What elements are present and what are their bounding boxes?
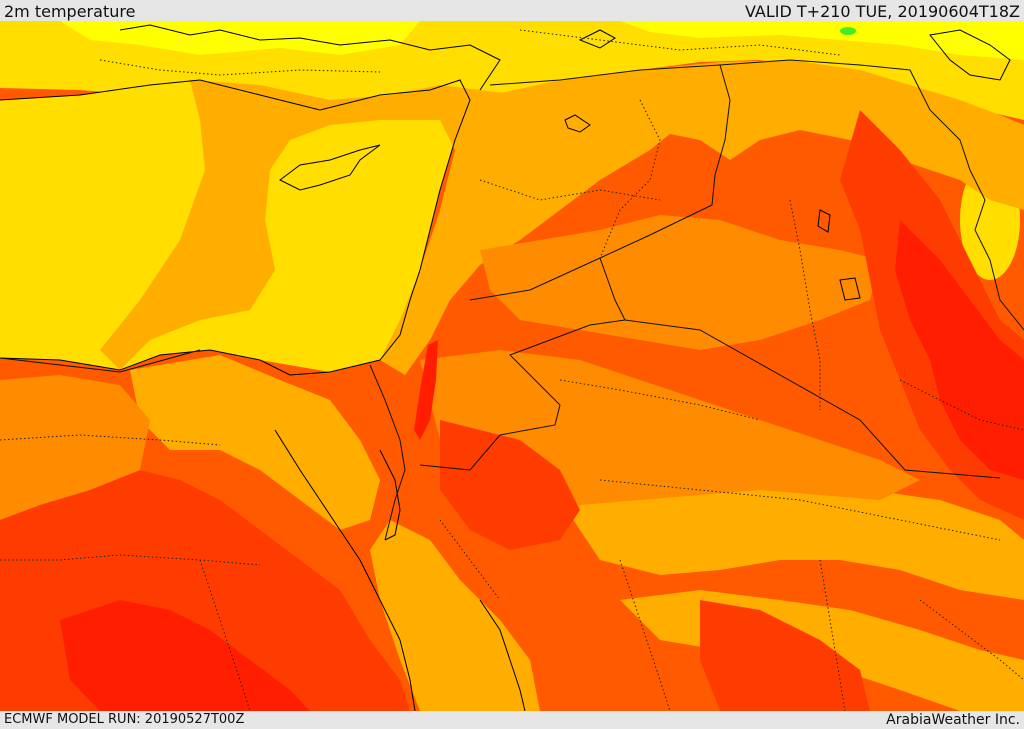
footer-bar: ECMWF MODEL RUN: 20190527T00Z ArabiaWeat…: [0, 711, 1024, 729]
brand-label: ArabiaWeather Inc.: [886, 712, 1020, 728]
field-egypt-red: [60, 600, 310, 711]
field-arabia-light-orange: [560, 470, 1024, 600]
field-nile-light-orange: [130, 355, 380, 530]
temperature-field: [0, 21, 1024, 711]
model-run-label: ECMWF MODEL RUN: 20190527T00Z: [4, 712, 245, 727]
valid-time-label: VALID T+210 TUE, 20190604T18Z: [744, 2, 1020, 21]
field-cold-spot: [840, 27, 856, 35]
field-north-lemon: [60, 21, 1024, 60]
country-borders: [0, 59, 1024, 541]
field-iraq-red: [895, 220, 1024, 480]
field-arabia-red-orange: [440, 420, 870, 711]
map-title: 2m temperature: [4, 2, 136, 21]
field-syria-light-orange: [470, 60, 1024, 210]
field-hejaz-light-orange: [370, 520, 540, 711]
field-desert-orange: [480, 215, 880, 350]
field-jordan-valley-red: [414, 340, 438, 440]
header-bar: 2m temperature VALID T+210 TUE, 20190604…: [0, 0, 1024, 21]
province-borders: [0, 29, 1024, 711]
coastlines: [0, 24, 1011, 711]
temperature-map: [0, 21, 1024, 711]
